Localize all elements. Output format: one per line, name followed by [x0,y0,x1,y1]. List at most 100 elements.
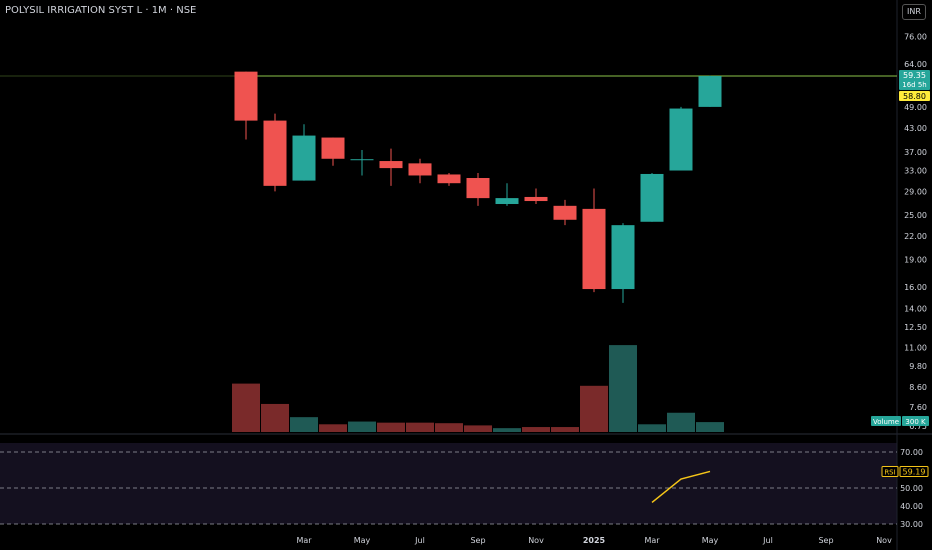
candle-body [292,135,316,181]
rsi-name-badge [881,465,899,477]
candle [408,158,432,184]
price-tick-label: 19.00 [904,255,927,264]
price-tick-label: 9.80 [909,362,927,371]
volume-bar [348,421,376,432]
candle [553,199,577,226]
volume-value-badge [902,416,929,426]
volume-name-badge [871,416,901,426]
candle [234,71,258,140]
candle [466,172,490,206]
candle [350,149,374,176]
candle [611,223,635,303]
candle [292,124,316,181]
time-tick-label: Mar [644,536,660,545]
volume-bar [319,424,347,432]
candle-body [669,108,693,171]
time-tick-label: Nov [876,536,892,545]
price-tick-label: 14.00 [904,305,927,314]
candle-body [611,225,635,290]
time-tick-label: Sep [470,536,485,545]
volume-bar [377,422,405,432]
volume-name-label: Volume [873,418,899,426]
rsi-line [651,470,711,503]
price-tick-label: 7.60 [909,403,927,412]
time-tick-label: Sep [818,536,833,545]
candle [263,113,287,192]
volume-bar [261,403,289,432]
volume-bar [609,345,637,432]
volume-bar [435,423,463,432]
candle [640,172,664,222]
rsi-tick-label: 70.00 [900,448,923,457]
price-tick-label: 6.75 [909,422,927,431]
candle-body [234,71,258,121]
candle-body [350,159,374,161]
secondary-price-label: 58.80 [903,92,926,101]
rsi-value-label: 59.19 [903,467,926,476]
time-tick-label: Jul [762,536,773,545]
rsi-value-badge [899,465,929,477]
candle-body [408,163,432,176]
price-tick-label: 22.00 [904,232,927,241]
volume-bar [290,417,318,432]
rsi-tick-label: 30.00 [900,520,923,529]
time-tick-label: May [354,536,371,545]
time-tick-label: Mar [296,536,312,545]
candle [582,188,606,293]
candle-body [466,178,490,199]
candle-body [495,198,519,205]
candle-body [553,205,577,220]
price-tick-label: 25.00 [904,211,927,220]
candle-body [437,174,461,184]
price-tick-label: 11.00 [904,343,927,352]
price-tick-label: 12.50 [904,323,927,332]
price-tick-label: 8.60 [909,383,927,392]
volume-bar [580,385,608,432]
price-tick-label: 29.00 [904,187,927,196]
rsi-tick-label: 40.00 [900,502,923,511]
candle-body [698,76,722,107]
candle [524,188,548,205]
rsi-name-label: RSI [884,468,895,476]
candle [698,75,722,107]
volume-bar [464,425,492,432]
candle-body [321,137,345,159]
last-price-badge [899,70,930,91]
price-tick-label: 33.00 [904,167,927,176]
price-tick-label: 37.00 [904,148,927,157]
volume-bar [406,422,434,432]
time-tick-label: Jul [414,536,425,545]
currency-button[interactable]: INR [902,4,926,20]
rsi-tick-label: 50.00 [900,484,923,493]
price-tick-label: 16.00 [904,283,927,292]
candle-body [379,161,403,169]
candle-body [640,173,664,222]
countdown-label: 16d 5h [902,81,926,89]
time-tick-label: Nov [528,536,544,545]
secondary-price-badge [899,91,930,102]
volume-bar [638,424,666,432]
volume-bar [667,412,695,432]
time-tick-label: May [702,536,719,545]
candle [669,106,693,171]
volume-bar [493,428,521,432]
price-tick-label: 49.00 [904,103,927,112]
price-tick-label: 43.00 [904,124,927,133]
price-tick-label: 76.00 [904,32,927,41]
chart-title: POLYSIL IRRIGATION SYST L · 1M · NSE [5,5,197,16]
volume-bar [522,427,550,432]
candle-body [582,208,606,290]
last-price-label: 59.35 [903,71,926,80]
candle-body [263,120,287,186]
candle [437,172,461,186]
volume-value-label: 300 K [905,418,926,426]
candle-body [524,196,548,202]
candle [321,137,345,166]
time-tick-label: 2025 [583,536,606,545]
price-tick-label: 64.00 [904,60,927,69]
volume-bar [232,383,260,432]
candle [379,148,403,186]
volume-bar [696,422,724,432]
volume-bar [551,427,579,432]
